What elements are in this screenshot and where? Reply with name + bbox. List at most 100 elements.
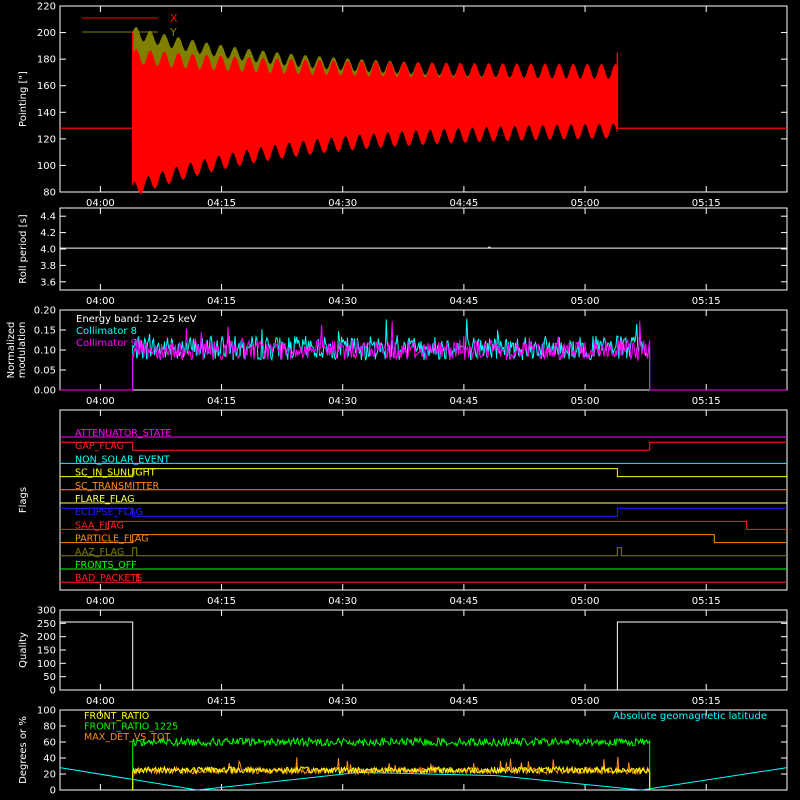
ratios-legend-front-ratio-1225: FRONT_RATIO_1225: [84, 722, 178, 733]
roll-period-ytick-label: 3.6: [40, 277, 56, 288]
flags-xtick-label: 04:15: [207, 596, 236, 607]
modulation-xtick-label: 04:15: [207, 396, 236, 407]
modulation-ylabel: modulation: [17, 322, 28, 379]
modulation-xtick-label: 04:45: [449, 396, 478, 407]
roll-period-ytick-label: 4.0: [40, 245, 56, 256]
quality-xtick-label: 05:00: [571, 696, 600, 707]
pointing-ylabel: Pointing ["]: [18, 71, 29, 127]
quality-ytick-label: 50: [43, 672, 56, 683]
pointing-panel: 220 200 180 160 140 120 100 80 Pointing ["] 04:00…: [18, 2, 788, 209]
flags-xtick-label: 04:30: [328, 596, 357, 607]
modulation-legend-collimator-8: Collimator 8: [76, 326, 137, 337]
roll-period-xtick-label: 04:15: [207, 296, 236, 307]
flags-xtick-label: 05:15: [692, 596, 721, 607]
flag-label-bad-packets: BAD_PACKETS: [75, 573, 142, 584]
quality-ytick-label: 150: [37, 646, 56, 657]
ratios-ytick-label: 60: [43, 738, 56, 749]
roll-period-panel: 4.4 4.2 4.0 3.8 3.6 Roll period [s] 04:00 04:15…: [18, 207, 788, 307]
flag-label-gap-flag: GAP_FLAG: [75, 441, 124, 452]
modulation-xtick-label: 05:00: [571, 396, 600, 407]
ratios-ylabel: Degrees or %: [18, 716, 29, 784]
ratios-series-front-ratio: [132, 765, 651, 790]
roll-period-xtick-label: 05:15: [692, 296, 721, 307]
pointing-ytick-label: 160: [37, 81, 56, 92]
pointing-xtick-label: 04:30: [328, 198, 357, 209]
flag-line-eclipse-flag: [60, 507, 787, 517]
pointing-series-x-band: [132, 48, 618, 195]
flag-line-particle-flag: [60, 534, 787, 544]
quality-xtick-label: 04:30: [328, 696, 357, 707]
ratios-panel: 100 80 60 40 20 0 Degrees or % FRONT_RATIOFRONT…: [18, 706, 788, 797]
roll-period-ytick-label: 4.4: [40, 212, 56, 223]
flags-frame: [59, 409, 788, 591]
modulation-ytick-label: 0.05: [34, 366, 56, 377]
flag-line-saa-flag: [60, 520, 787, 530]
flag-line-aaz-flag: [60, 547, 787, 557]
flag-label-flare-flag: FLARE_FLAG: [75, 494, 135, 505]
quality-ytick-label: 250: [37, 619, 56, 630]
flag-label-saa-flag: SAA_FLAG: [75, 520, 124, 531]
modulation-ytick-label: 0.10: [34, 346, 56, 357]
modulation-ytick-label: 0.00: [34, 386, 56, 397]
ratios-frame: [59, 709, 788, 791]
modulation-xtick-label: 04:30: [328, 396, 357, 407]
quality-ytick-label: 0: [50, 686, 56, 697]
pointing-ytick-label: 140: [37, 108, 56, 119]
pointing-xtick-label: 05:15: [692, 198, 721, 209]
flag-label-sc-in-sunlight: SC_IN_SUNLIGHT: [75, 468, 156, 479]
ratios-ytick-label: 100: [37, 706, 56, 717]
quality-ytick-label: 300: [37, 606, 56, 617]
flags-xtick-label: 05:00: [571, 596, 600, 607]
quality-ytick-label: 200: [37, 632, 56, 643]
roll-period-xtick-label: 05:00: [571, 296, 600, 307]
ratios-series-front-ratio-1225: [132, 736, 651, 790]
modulation-ylabel: Normalized: [6, 322, 17, 379]
pointing-xtick-label: 04:45: [449, 198, 478, 209]
pointing-ytick-label: 120: [37, 134, 56, 145]
modulation-legend-collimator-9: Collimator 9: [76, 338, 137, 349]
ratios-ytick-label: 0: [50, 786, 56, 797]
flag-label-sc-transmitter: SC_TRANSMITTER: [75, 481, 160, 492]
ratios-geomag-latitude-line: [59, 767, 788, 791]
modulation-xtick-label: 05:15: [692, 396, 721, 407]
flags-panel: Flags 04:00 04:15 04:30 04:45 05:00 05:15 ATTEN…: [18, 409, 788, 607]
pointing-ytick-label: 80: [43, 188, 56, 199]
ratios-ytick-label: 20: [43, 770, 56, 781]
roll-period-xtick-label: 04:00: [86, 296, 115, 307]
flags-ylabel: Flags: [18, 487, 29, 513]
flags-xtick-label: 04:00: [86, 596, 115, 607]
ratios-ytick-label: 80: [43, 722, 56, 733]
pointing-ytick-label: 220: [37, 2, 56, 13]
quality-ytick-label: 100: [37, 659, 56, 670]
quality-xtick-label: 04:15: [207, 696, 236, 707]
pointing-ytick-label: 100: [37, 161, 56, 172]
pointing-frame: [59, 5, 788, 193]
modulation-panel: 0.20 0.15 0.10 0.05 0.00 Normalized modulation…: [6, 306, 788, 407]
modulation-series-collimator-9: [60, 320, 787, 391]
ratios-legend-front-ratio: FRONT_RATIO: [84, 711, 149, 722]
modulation-ytick-label: 0.15: [34, 326, 56, 337]
ratios-legend-geomag: Absolute geomagnetic latitude: [613, 711, 767, 722]
roll-period-ytick-label: 4.2: [40, 228, 56, 239]
flag-label-eclipse-flag: ECLIPSE_FLAG: [75, 507, 143, 518]
roll-period-ytick-label: 3.8: [40, 261, 56, 272]
flag-label-aaz-flag: AAZ_FLAG: [75, 547, 124, 558]
modulation-ytick-label: 0.20: [34, 306, 56, 317]
pointing-xtick-label: 05:00: [571, 198, 600, 209]
flag-line-sc-in-sunlight: [60, 468, 787, 478]
modulation-annotation: Energy band: 12-25 keV: [76, 314, 197, 325]
flag-line-gap-flag: [60, 441, 787, 451]
roll-period-ylabel: Roll period [s]: [18, 214, 29, 283]
pointing-ytick-label: 180: [37, 55, 56, 66]
pointing-xtick-label: 04:00: [86, 198, 115, 209]
pointing-legend-label-y: Y: [169, 26, 177, 39]
quality-xtick-label: 04:00: [86, 696, 115, 707]
roll-period-xtick-label: 04:45: [449, 296, 478, 307]
flag-label-non-solar-event: NON_SOLAR_EVENT: [75, 454, 170, 465]
pointing-xtick-label: 04:15: [207, 198, 236, 209]
pointing-legend-label-x: X: [170, 12, 178, 25]
flag-label-particle-flag: PARTICLE_FLAG: [75, 534, 148, 545]
pointing-ytick-label: 200: [37, 28, 56, 39]
